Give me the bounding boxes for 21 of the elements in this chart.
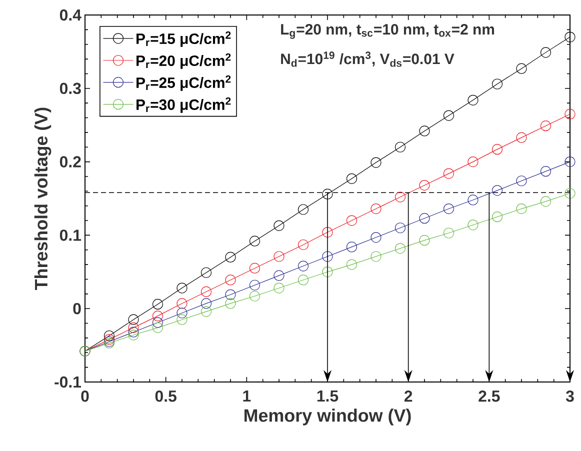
y-tick-label: 0.2 <box>60 156 81 168</box>
legend-label: P$_{r}$=25 μC/cm$^{2}$ <box>136 75 231 91</box>
x-tick-label: 2 <box>404 390 412 402</box>
y-tick-label: 0.1 <box>60 230 82 241</box>
y-tick-label: 0.3 <box>60 82 81 94</box>
x-tick-label: 0 <box>81 390 89 402</box>
text: N$_{d}$=10$^{19}$ /cm$^{3}$, V$_{ds}$=0.01 V <box>281 52 454 67</box>
y-tick-label: 0.4 <box>60 9 82 21</box>
x-tick-label: 0.5 <box>155 390 176 402</box>
y-axis-title: Threshold voltage (V) <box>34 108 52 290</box>
x-axis-title: Memory window (V) <box>244 408 411 426</box>
y-tick-label: -0.1 <box>54 376 82 388</box>
legend-label: P$_{r}$=30 μC/cm$^{2}$ <box>136 97 231 113</box>
y-tick-label: 0 <box>73 302 81 314</box>
x-tick-label: 1.5 <box>317 390 338 402</box>
x-tick-label: 3 <box>566 390 574 402</box>
x-tick-label: 2.5 <box>478 390 500 402</box>
legend-label: P$_{r}$=20 μC/cm$^{2}$ <box>136 53 231 69</box>
x-tick-label: 1 <box>243 390 251 402</box>
legend-label: P$_{r}$=15 μC/cm$^{2}$ <box>136 31 231 47</box>
annotation: L$_{g}$=20 nm, t$_{sc}$=10 nm, t$_{ox}$=2 nm <box>281 24 494 39</box>
